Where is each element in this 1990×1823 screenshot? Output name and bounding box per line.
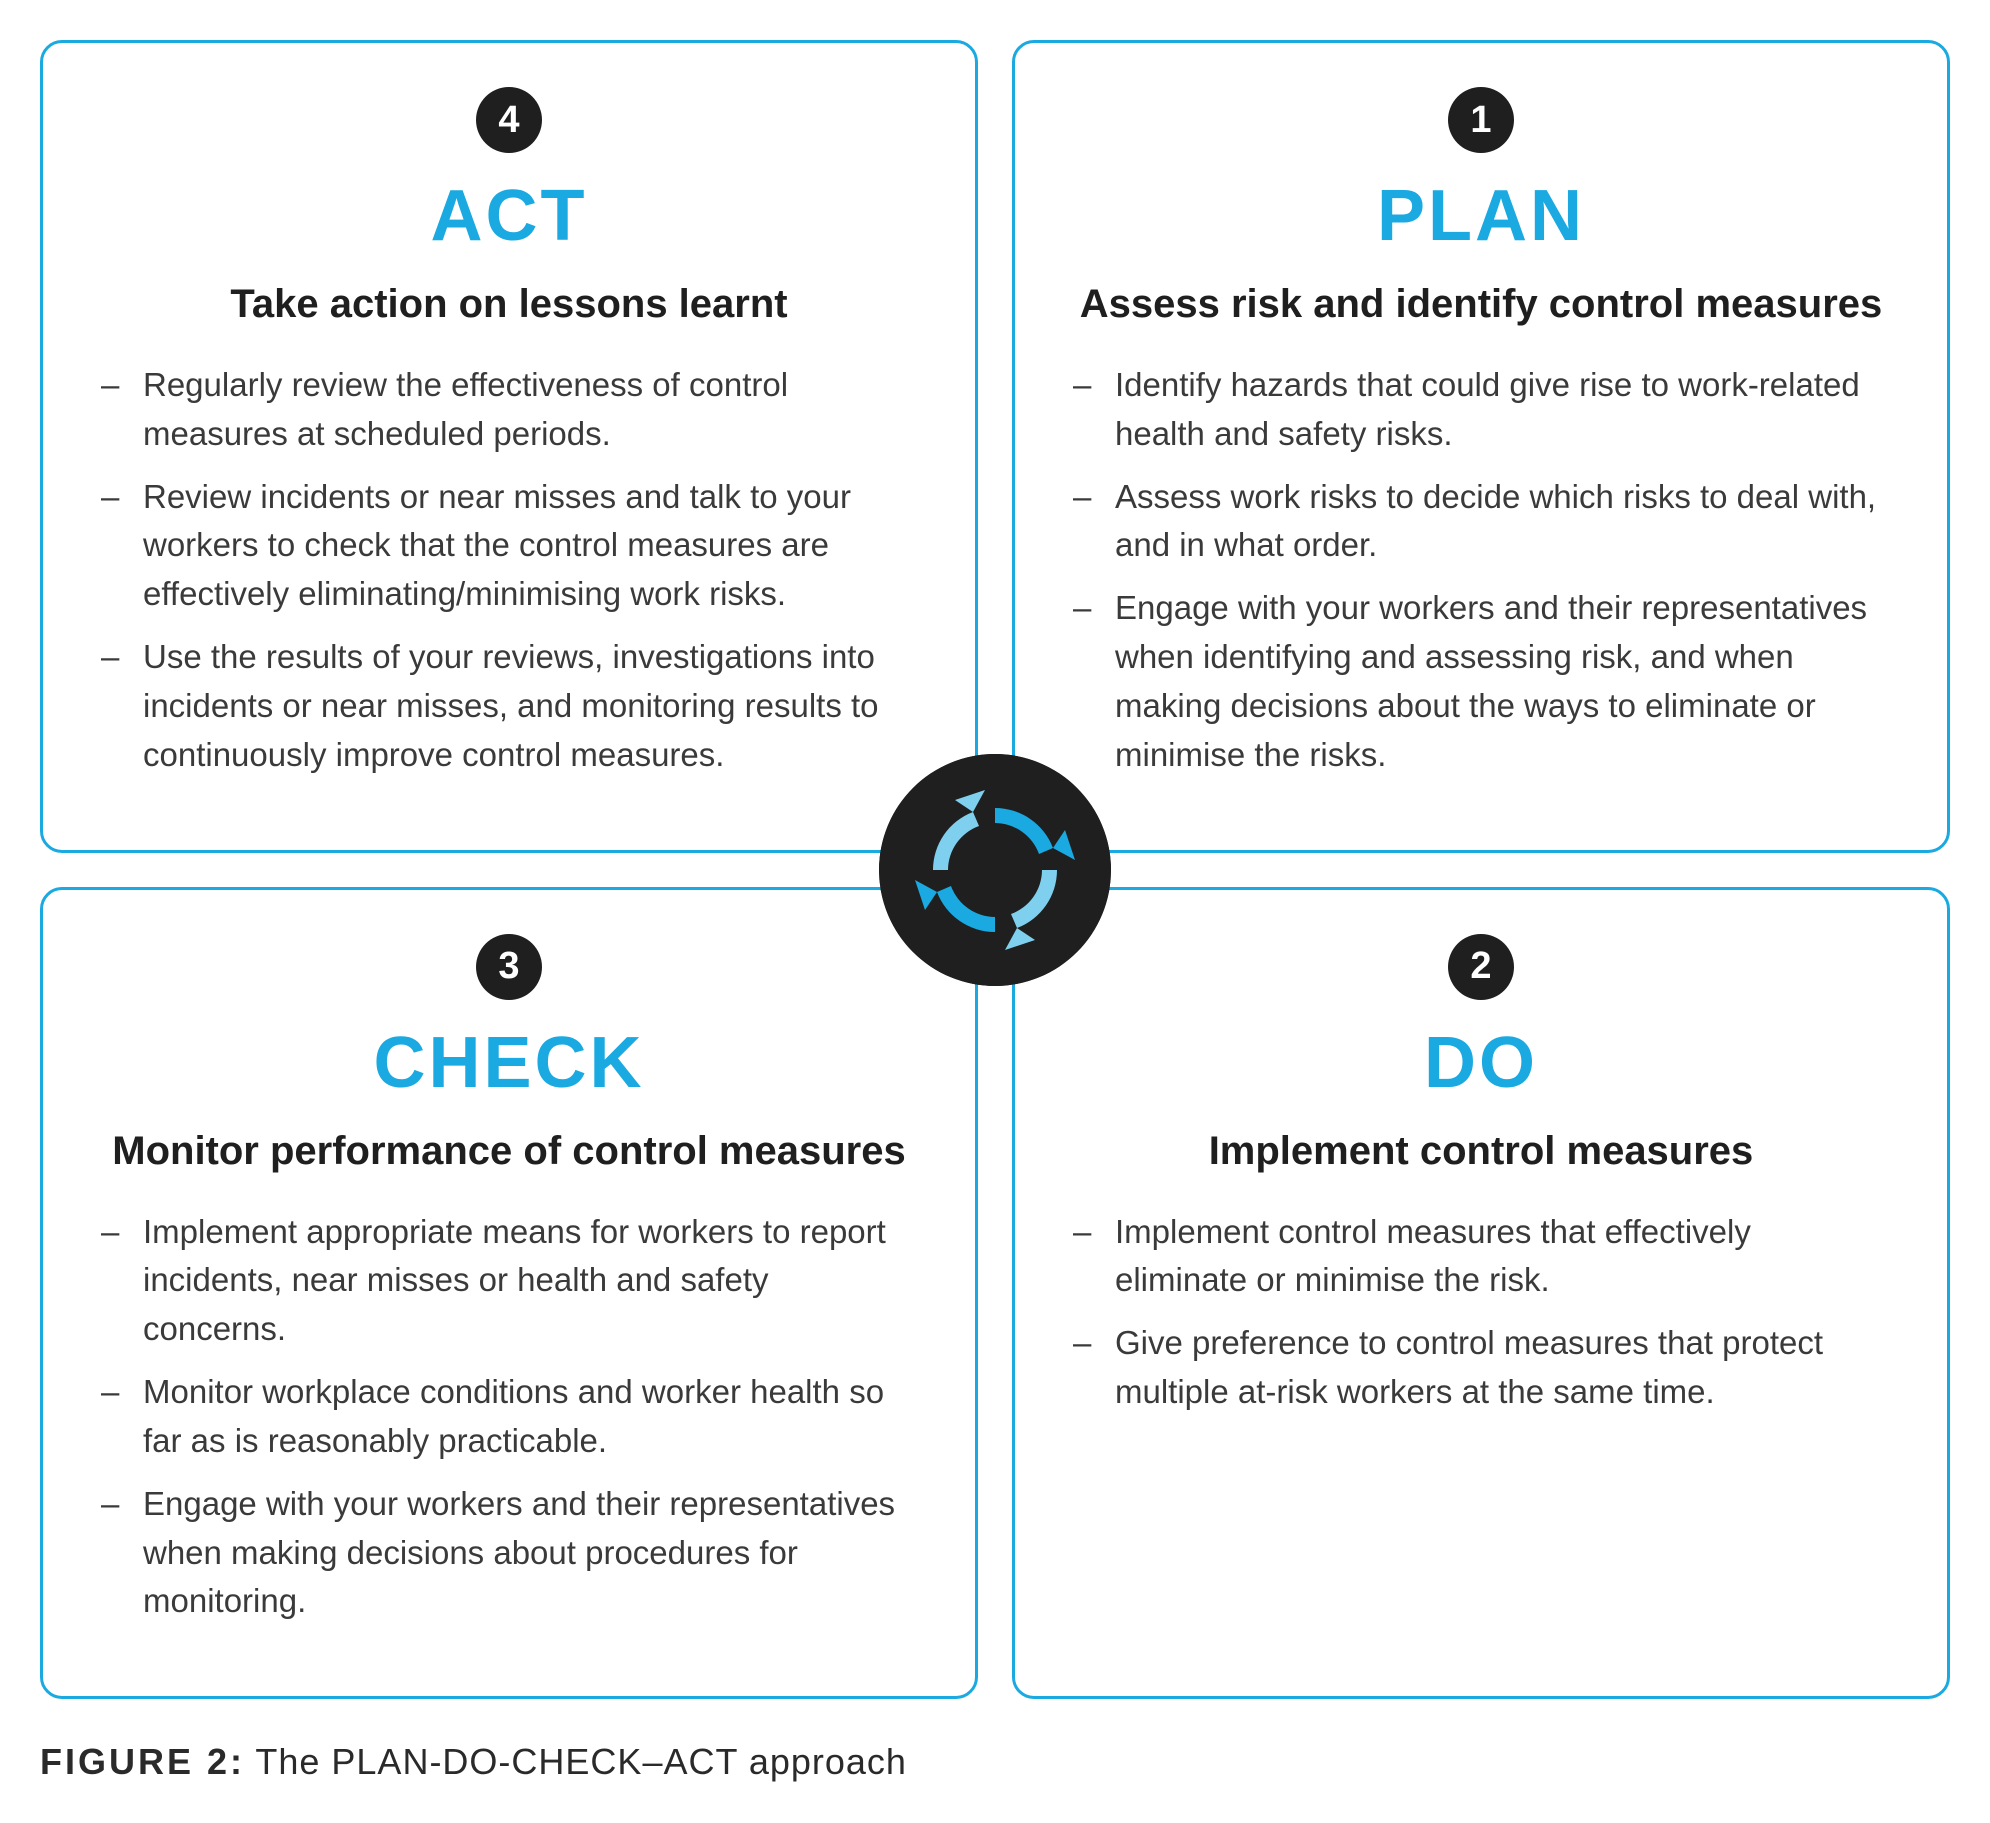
list-item: Engage with your workers and their repre…: [1071, 584, 1891, 779]
caption-label: FIGURE 2:: [40, 1741, 245, 1782]
list-item: Engage with your workers and their repre…: [99, 1480, 919, 1626]
box-plan: 1 PLAN Assess risk and identify control …: [1012, 40, 1950, 853]
title-check: CHECK: [99, 1022, 919, 1104]
cycle-bg: [879, 754, 1111, 986]
subtitle-do: Implement control measures: [1071, 1126, 1891, 1176]
items-do: Implement control measures that effectiv…: [1071, 1208, 1891, 1417]
box-act-header: 4 ACT Take action on lessons learnt: [99, 87, 919, 329]
title-plan: PLAN: [1071, 175, 1891, 257]
box-plan-header: 1 PLAN Assess risk and identify control …: [1071, 87, 1891, 329]
box-do-header: 2 DO Implement control measures: [1071, 934, 1891, 1176]
figure-caption: FIGURE 2: The PLAN-DO-CHECK–ACT approach: [40, 1741, 1950, 1783]
badge-act: 4: [476, 87, 542, 153]
list-item: Give preference to control measures that…: [1071, 1319, 1891, 1417]
box-do: 2 DO Implement control measures Implemen…: [1012, 887, 1950, 1700]
caption-text: The PLAN-DO-CHECK–ACT approach: [245, 1741, 907, 1782]
list-item: Use the results of your reviews, investi…: [99, 633, 919, 779]
items-act: Regularly review the effectiveness of co…: [99, 361, 919, 780]
list-item: Monitor workplace conditions and worker …: [99, 1368, 919, 1466]
cycle-icon-svg: [879, 754, 1111, 986]
pdca-grid: 4 ACT Take action on lessons learnt Regu…: [40, 40, 1950, 1699]
items-plan: Identify hazards that could give rise to…: [1071, 361, 1891, 780]
list-item: Implement control measures that effectiv…: [1071, 1208, 1891, 1306]
list-item: Implement appropriate means for workers …: [99, 1208, 919, 1354]
list-item: Assess work risks to decide which risks …: [1071, 473, 1891, 571]
badge-do: 2: [1448, 934, 1514, 1000]
badge-check: 3: [476, 934, 542, 1000]
list-item: Identify hazards that could give rise to…: [1071, 361, 1891, 459]
list-item: Review incidents or near misses and talk…: [99, 473, 919, 619]
box-check: 3 CHECK Monitor performance of control m…: [40, 887, 978, 1700]
list-item: Regularly review the effectiveness of co…: [99, 361, 919, 459]
title-act: ACT: [99, 175, 919, 257]
title-do: DO: [1071, 1022, 1891, 1104]
box-check-header: 3 CHECK Monitor performance of control m…: [99, 934, 919, 1176]
subtitle-plan: Assess risk and identify control measure…: [1071, 279, 1891, 329]
box-act: 4 ACT Take action on lessons learnt Regu…: [40, 40, 978, 853]
subtitle-act: Take action on lessons learnt: [99, 279, 919, 329]
badge-plan: 1: [1448, 87, 1514, 153]
subtitle-check: Monitor performance of control measures: [99, 1126, 919, 1176]
cycle-icon: [879, 754, 1111, 986]
items-check: Implement appropriate means for workers …: [99, 1208, 919, 1627]
